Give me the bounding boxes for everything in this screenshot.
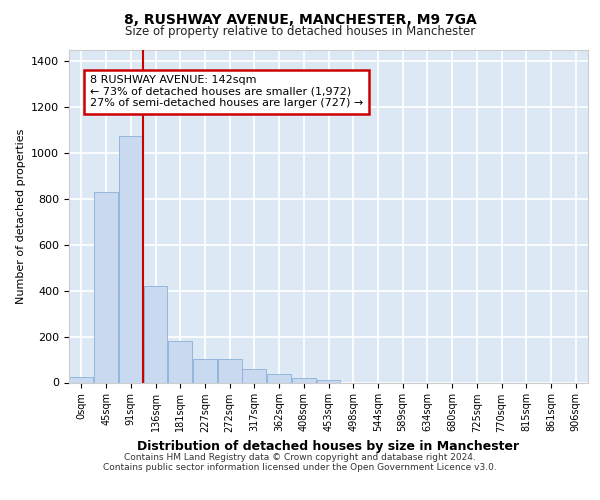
Bar (267, 374, 291, 382)
Bar (317, 380, 340, 382)
Text: Contains HM Land Registry data © Crown copyright and database right 2024.: Contains HM Land Registry data © Crown c… (124, 454, 476, 462)
Bar (218, 359, 242, 382)
Bar (292, 378, 316, 382)
Bar (119, 136, 143, 382)
Y-axis label: Number of detached properties: Number of detached properties (16, 128, 26, 304)
Bar (70, 377, 94, 382)
Text: Contains public sector information licensed under the Open Government Licence v3: Contains public sector information licen… (103, 464, 497, 472)
Bar (168, 341, 192, 382)
Bar (94, 192, 118, 382)
Bar (193, 359, 217, 382)
Bar (143, 286, 167, 382)
Text: 8, RUSHWAY AVENUE, MANCHESTER, M9 7GA: 8, RUSHWAY AVENUE, MANCHESTER, M9 7GA (124, 12, 476, 26)
Text: 8 RUSHWAY AVENUE: 142sqm
← 73% of detached houses are smaller (1,972)
27% of sem: 8 RUSHWAY AVENUE: 142sqm ← 73% of detach… (90, 75, 363, 108)
Bar (242, 369, 266, 382)
Text: Size of property relative to detached houses in Manchester: Size of property relative to detached ho… (125, 25, 475, 38)
X-axis label: Distribution of detached houses by size in Manchester: Distribution of detached houses by size … (137, 440, 520, 453)
